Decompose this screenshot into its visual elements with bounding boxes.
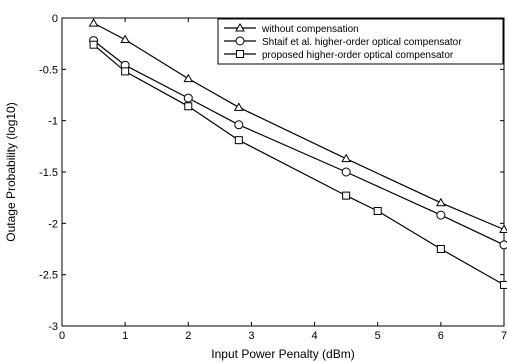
y-tick-label: -3 [48,321,58,333]
series-layer [88,18,507,289]
x-tick-label: 7 [501,330,507,342]
data-point-triangle [88,18,99,27]
data-point-square [500,280,507,289]
x-tick-label: 0 [59,330,65,342]
y-tick-label: -2 [48,218,58,230]
data-point-circle [183,93,193,103]
data-point-circle [234,120,244,130]
series-square [89,40,507,289]
data-point-triangle [183,73,194,83]
x-axis-title: Input Power Penalty (dBm) [211,347,354,361]
legend-marker-triangle [235,22,245,32]
data-point-triangle [499,224,507,233]
y-tick-label: -0.5 [39,64,58,76]
series-triangle [88,18,507,233]
legend: without compensation Shtaif et al. higher… [217,18,504,65]
legend-label: proposed higher-order optical compensato… [262,50,454,61]
data-point-triangle [435,197,446,207]
series-line [93,44,505,286]
data-point-circle [436,210,446,220]
data-point-circle [499,240,507,250]
legend-label: without compensation [261,24,359,35]
data-point-square [342,191,351,200]
plot-frame [61,17,505,327]
data-point-square [121,67,130,76]
data-point-circle [341,167,351,177]
data-point-square [184,102,193,111]
y-axis-title: Outage Probability (log10) [4,102,18,241]
data-point-square [234,136,243,145]
x-tick-label: 3 [248,330,254,342]
x-tick-label: 2 [185,330,191,342]
data-point-triangle [120,34,131,44]
legend-marker-circle [235,36,245,46]
y-tick-label: -1 [48,116,58,128]
legend-label: Shtaif et al. higher-order optical compe… [262,37,462,48]
legend-box [217,18,504,65]
data-point-square [436,245,445,253]
data-point-triangle [341,153,352,163]
x-tick-label: 5 [375,330,381,342]
x-tick-label: 4 [312,330,318,342]
y-tick-label: -1.5 [39,167,58,179]
data-point-square [373,207,382,216]
data-point-square [89,40,98,49]
x-tick-label: 1 [122,330,128,342]
data-point-triangle [233,102,244,111]
y-tick-label: 0 [52,13,58,25]
y-tick-label: -2.5 [39,270,58,282]
x-tick-label: 6 [438,330,444,342]
legend-marker-square [236,50,244,58]
